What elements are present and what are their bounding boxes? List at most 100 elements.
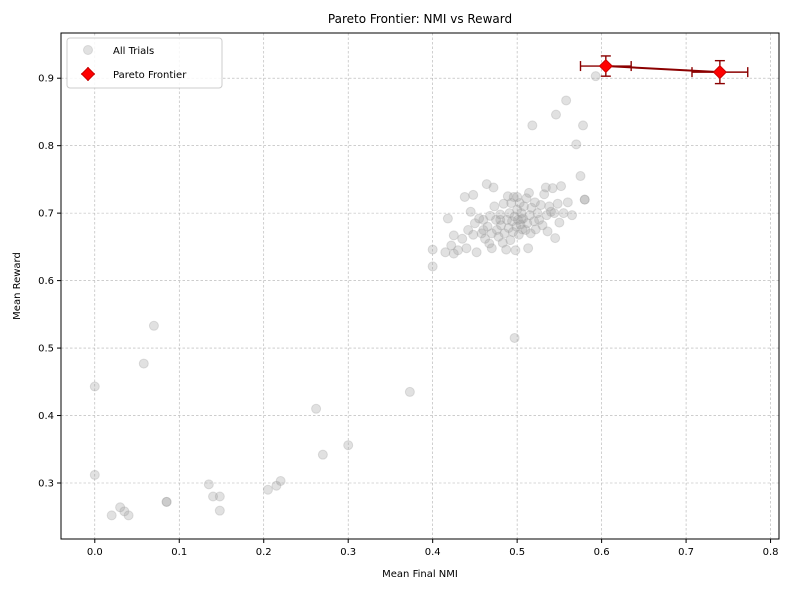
trial-point [498,198,509,209]
trial-point [427,244,438,255]
trial-point [544,201,555,212]
trial-point [509,211,520,222]
y-axis-title: Mean Reward [12,252,23,320]
x-tick-label: 0.2 [256,547,272,558]
trial-point [516,208,527,219]
trial-point [311,403,322,414]
trial-point [529,197,540,208]
trial-point [486,228,497,239]
trial-point [513,229,524,240]
trial-point [516,214,527,225]
trial-point [442,213,453,224]
trial-point [510,245,521,256]
trial-point [512,204,523,215]
trial-point [468,189,479,200]
trial-point [161,496,172,507]
trial-point [511,221,522,232]
legend-trials-marker [83,45,93,55]
trial-point [501,244,512,255]
trial-point [521,193,532,204]
trial-point [271,480,282,491]
trial-point [515,219,526,230]
trial-point [489,201,500,212]
trial-point [561,95,572,106]
trial-point [469,218,480,229]
trial-point [89,469,100,480]
frontier-point [712,65,727,80]
trial-point [491,214,502,225]
trial-point [503,222,514,233]
trial-point [550,109,561,120]
trial-point [214,491,225,502]
trial-point [554,217,565,228]
legend-trials-label: All Trials [113,46,154,57]
trial-point [524,210,535,221]
trial-point [343,440,354,451]
trial-point [508,191,519,202]
trial-point [481,179,492,190]
trial-point [486,243,497,254]
trial-point [550,233,561,244]
trial-point [480,233,491,244]
y-tick-label: 0.9 [38,74,54,85]
trial-point [459,191,470,202]
trial-point [540,182,551,193]
trial-point [529,216,540,227]
trial-point [578,120,589,131]
trial-point [262,484,273,495]
trial-point [530,224,541,235]
frontier-point [598,58,613,74]
trial-point [484,238,495,249]
trial-point [465,206,476,217]
x-tick-label: 0.6 [594,547,610,558]
trial-point [457,233,468,244]
x-axis-title: Mean Final NMI [382,569,458,580]
pareto-frontier [579,55,749,85]
trial-point [547,183,558,194]
trial-point [448,230,459,241]
trial-point [496,220,507,231]
trial-point [502,214,513,225]
trial-point [537,220,548,231]
trial-point [556,181,567,192]
trial-point [512,214,523,225]
trial-point [148,320,159,331]
trial-point [448,248,459,259]
x-tick-label: 0.4 [425,547,441,558]
trial-point [526,202,537,213]
trial-point [549,208,560,219]
y-tick-label: 0.7 [38,209,54,220]
trial-point [505,235,516,246]
trial-point [502,191,513,202]
trial-point [509,332,520,343]
trial-point [115,502,126,513]
trial-point [571,139,582,150]
trial-point [488,182,499,193]
trial-point [495,209,506,220]
trial-point [575,171,586,182]
trial-point [517,224,528,235]
trial-point [275,475,286,486]
trial-point [138,358,149,369]
legend-frontier-marker [80,66,96,82]
trial-point [558,208,569,219]
trial-point [518,213,529,224]
chart-title: Pareto Frontier: NMI vs Reward [328,12,512,26]
trial-point [89,381,100,392]
trial-point [478,225,489,236]
trial-point [482,221,493,232]
trial-point [590,71,601,82]
trial-point [203,479,214,490]
trial-point [545,206,556,217]
legend-frontier-label: Pareto Frontier [113,70,187,81]
legend: All Trials Pareto Frontier [66,37,223,89]
trial-point [453,245,464,256]
y-tick-label: 0.8 [38,141,54,152]
x-tick-label: 0.7 [678,547,694,558]
trial-point [567,210,578,221]
x-tick-label: 0.1 [171,547,187,558]
trial-point [527,120,538,131]
trial-point [562,197,573,208]
x-tick-label: 0.5 [509,547,525,558]
